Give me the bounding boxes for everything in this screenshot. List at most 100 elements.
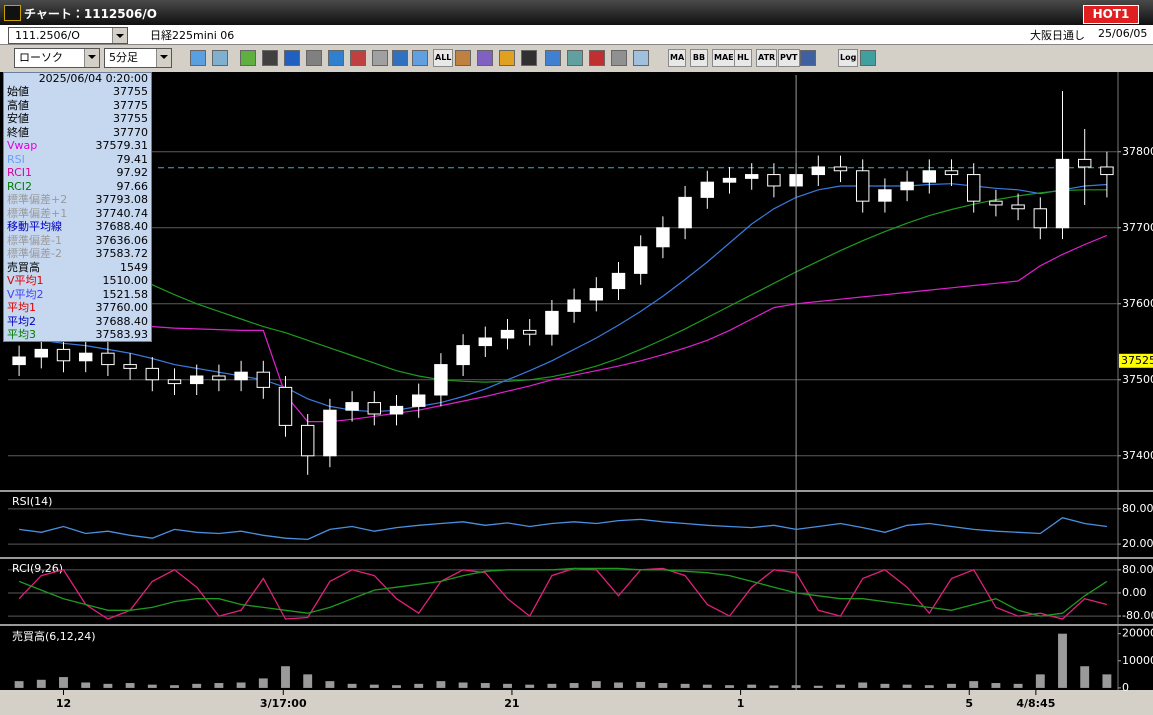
volume-bar <box>836 684 845 688</box>
info-row: 標準偏差+2 37793.08 <box>7 193 148 207</box>
info-row: 平均2 37688.40 <box>7 315 148 329</box>
candle-body <box>145 367 160 381</box>
indicator-line <box>19 516 1107 541</box>
info-row: V平均2 1521.58 <box>7 288 148 302</box>
app-icon <box>4 5 21 21</box>
candle-body <box>389 405 404 415</box>
info-value: 37583.93 <box>95 328 149 341</box>
info-row: 高値 37775 <box>7 99 148 113</box>
info-row: 標準偏差-2 37583.72 <box>7 247 148 261</box>
x-tick-label: 1 <box>737 697 745 710</box>
tool-button[interactable]: MAE <box>712 49 736 67</box>
tool-button[interactable]: HL <box>734 49 752 67</box>
info-value: 37688.40 <box>95 314 149 328</box>
info-value: 37688.40 <box>95 220 149 233</box>
volume-bar <box>813 685 823 688</box>
tool-icon[interactable] <box>392 50 408 66</box>
volume-bar <box>81 682 91 688</box>
candle-body <box>1011 204 1025 210</box>
tool-button[interactable]: ATR <box>756 49 778 67</box>
tool-button[interactable]: MA <box>668 49 687 67</box>
hot-button[interactable]: HOT1 <box>1083 5 1139 24</box>
tool-icon[interactable] <box>412 50 428 66</box>
symbol-input[interactable]: 111.2506/O <box>8 27 128 44</box>
volume-bar <box>569 683 579 688</box>
tool-icon[interactable] <box>240 50 256 66</box>
tool-button[interactable]: PVT <box>778 49 800 67</box>
info-row: 終値 37770 <box>7 126 148 140</box>
candle-body <box>167 379 182 385</box>
volume-bar <box>36 679 46 688</box>
volume-bar <box>392 685 401 688</box>
y-tick-label: 20000 <box>1122 627 1153 640</box>
dropdown-arrow[interactable] <box>84 49 99 67</box>
y-tick-label: -80.00 <box>1122 609 1153 622</box>
info-row: RSI 79.41 <box>7 153 148 167</box>
info-label: 標準偏差-1 <box>7 233 62 247</box>
candle-body <box>500 329 515 339</box>
tool-icon[interactable] <box>589 50 605 66</box>
tool-icon[interactable] <box>262 50 278 66</box>
dropdown-arrow[interactable] <box>112 28 127 43</box>
candle-body <box>278 386 293 426</box>
candle-body <box>323 409 337 457</box>
tool-icon[interactable] <box>212 50 228 66</box>
tool-icon[interactable] <box>633 50 649 66</box>
candle-body <box>989 200 1003 206</box>
volume-bar <box>769 685 779 688</box>
info-value: 37636.06 <box>95 233 149 247</box>
tool-icon[interactable] <box>499 50 515 66</box>
tool-icon[interactable] <box>521 50 537 66</box>
candle-body <box>212 375 226 381</box>
volume-bar <box>1058 633 1067 688</box>
tool-icon[interactable] <box>477 50 493 66</box>
indicator-line <box>18 567 1108 620</box>
tool-icon[interactable] <box>372 50 388 66</box>
tool-button[interactable]: Log <box>838 49 859 67</box>
chart-style-select[interactable]: ローソク <box>14 48 100 68</box>
candle-body <box>966 174 981 202</box>
candle-body <box>411 394 426 407</box>
symbol-code: 111.2506/O <box>15 29 80 42</box>
tool-icon[interactable] <box>284 50 300 66</box>
candle-body <box>1033 208 1048 229</box>
tool-icon[interactable] <box>455 50 471 66</box>
volume-bar <box>480 683 490 688</box>
info-row: RCI2 97.66 <box>7 180 148 194</box>
tool-icon[interactable] <box>350 50 366 66</box>
tool-button[interactable]: BB <box>690 49 708 67</box>
candle-body <box>700 181 715 198</box>
candle-body <box>522 329 537 335</box>
volume-bar <box>103 683 113 688</box>
tool-icon[interactable] <box>567 50 583 66</box>
volume-bar <box>1102 674 1112 688</box>
y-tick-label: 37600 <box>1122 297 1153 310</box>
info-label: 標準偏差-2 <box>7 247 62 260</box>
candle-body <box>900 181 914 191</box>
info-value: 37760.00 <box>95 301 149 314</box>
interval-select[interactable]: 5分足 <box>104 48 172 68</box>
x-tick-label: 5 <box>965 697 973 710</box>
indicator-line <box>18 567 1108 617</box>
candle-body <box>589 288 604 301</box>
dropdown-arrow[interactable] <box>156 49 171 67</box>
volume-bar <box>14 681 24 688</box>
volume-bar <box>1013 683 1023 688</box>
info-value: 97.92 <box>116 166 149 179</box>
info-label: V平均1 <box>7 274 44 287</box>
info-value: 79.41 <box>116 152 149 166</box>
y-tick-label: 80.00 <box>1122 563 1153 576</box>
tool-icon[interactable] <box>190 50 206 66</box>
x-tick-label: 12 <box>56 697 71 710</box>
tool-icon[interactable] <box>611 50 627 66</box>
info-value: 37579.31 <box>95 139 149 152</box>
tool-icon[interactable] <box>306 50 322 66</box>
tool-icon[interactable] <box>328 50 344 66</box>
x-tick-label: 4/8:45 <box>1016 697 1055 710</box>
tool-icon[interactable] <box>545 50 561 66</box>
tool-button[interactable]: ALL <box>433 49 454 67</box>
tool-icon[interactable] <box>800 50 816 66</box>
candle-body <box>678 196 692 229</box>
tool-icon[interactable] <box>860 50 876 66</box>
